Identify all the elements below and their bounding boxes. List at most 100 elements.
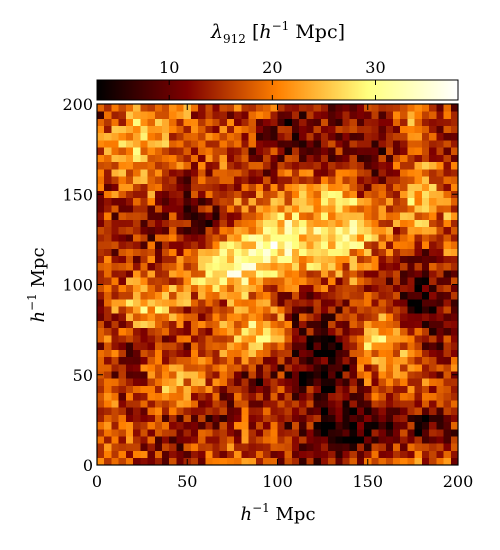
heatmap-cell (161, 421, 170, 430)
heatmap-cell (147, 197, 156, 206)
heatmap-cell (400, 197, 408, 206)
heatmap-cell (328, 356, 336, 365)
heatmap-cell (306, 118, 314, 127)
heatmap-cell (248, 428, 257, 437)
heatmap-cell (111, 233, 120, 242)
heatmap-cell (241, 284, 249, 293)
heatmap-cell (190, 118, 199, 127)
heatmap-cell (147, 407, 156, 415)
heatmap-cell (436, 176, 444, 184)
heatmap-cell (161, 450, 170, 459)
heatmap-cell (118, 291, 127, 300)
heatmap-cell (118, 443, 127, 451)
heatmap-cell (241, 111, 249, 119)
heatmap-cell (241, 241, 249, 249)
heatmap-cell (147, 168, 156, 177)
heatmap-cell (169, 407, 177, 415)
heatmap-cell (356, 168, 365, 177)
heatmap-cell (284, 291, 293, 300)
heatmap-cell (270, 132, 278, 141)
heatmap-cell (385, 205, 394, 213)
heatmap-cell (328, 154, 336, 163)
heatmap-cell (205, 140, 213, 148)
heatmap-cell (183, 176, 192, 184)
heatmap-cell (385, 212, 394, 220)
heatmap-cell (183, 335, 192, 343)
heatmap-cell (335, 118, 343, 127)
heatmap-cell (371, 168, 379, 177)
heatmap-cell (436, 197, 444, 206)
heatmap-cell (111, 428, 120, 437)
heatmap-cell (140, 255, 148, 264)
heatmap-cell (219, 140, 228, 148)
heatmap-cell (436, 154, 444, 163)
heatmap-cell (320, 125, 329, 134)
heatmap-cell (140, 241, 148, 249)
heatmap-cell (205, 414, 213, 423)
heatmap-cell (342, 277, 351, 285)
heatmap-cell (378, 147, 387, 155)
heatmap-cell (190, 262, 199, 271)
heatmap-cell (104, 392, 112, 401)
heatmap-cell (111, 385, 120, 394)
heatmap-cell (118, 262, 127, 271)
heatmap-cell (371, 320, 379, 329)
heatmap-cell (219, 183, 228, 191)
heatmap-cell (212, 320, 221, 329)
heatmap-cell (429, 125, 437, 134)
heatmap-cell (183, 168, 192, 177)
heatmap-cell (205, 457, 213, 466)
heatmap-cell (393, 277, 401, 285)
heatmap-cell (356, 219, 365, 228)
heatmap-cell (147, 190, 156, 199)
heatmap-cell (169, 233, 177, 242)
heatmap-cell (407, 428, 416, 437)
heatmap-cell (429, 270, 437, 278)
heatmap-cell (349, 147, 358, 155)
heatmap-cell (125, 378, 134, 386)
heatmap-cell (284, 436, 293, 444)
heatmap-cell (356, 306, 365, 314)
heatmap-cell (335, 385, 343, 394)
heatmap-cell (299, 205, 307, 213)
heatmap-cell (436, 327, 444, 336)
heatmap-cell (393, 414, 401, 423)
heatmap-cell (241, 270, 249, 278)
heatmap-cell (277, 349, 286, 358)
heatmap-cell (349, 197, 358, 206)
heatmap-cell (414, 111, 423, 119)
heatmap-cell (140, 270, 148, 278)
heatmap-cell (450, 356, 459, 365)
heatmap-cell (125, 161, 134, 170)
heatmap-cell (320, 248, 329, 256)
heatmap-cell (111, 277, 120, 285)
heatmap-cell (263, 168, 271, 177)
heatmap-cell (190, 342, 199, 350)
heatmap-cell (407, 385, 416, 394)
heatmap-cell (125, 327, 134, 336)
heatmap-cell (277, 436, 286, 444)
heatmap-cell (183, 327, 192, 336)
heatmap-cell (306, 197, 314, 206)
heatmap-cell (407, 125, 416, 134)
heatmap-cell (212, 392, 221, 401)
heatmap-cell (212, 363, 221, 372)
heatmap-cell (306, 385, 314, 394)
heatmap-cell (306, 363, 314, 372)
heatmap-cell (234, 356, 242, 365)
heatmap-cell (320, 154, 329, 163)
heatmap-cell (226, 428, 235, 437)
heatmap-cell (140, 407, 148, 415)
heatmap-cell (140, 212, 148, 220)
heatmap-cell (118, 436, 127, 444)
heatmap-cell (400, 233, 408, 242)
heatmap-cell (328, 291, 336, 300)
heatmap-cell (212, 450, 221, 459)
heatmap-cell (299, 104, 307, 112)
heatmap-cell (169, 392, 177, 401)
heatmap-cell (342, 118, 351, 127)
heatmap-cell (248, 262, 257, 271)
heatmap-cell (133, 363, 141, 372)
heatmap-cell (147, 436, 156, 444)
heatmap-cell (429, 443, 437, 451)
